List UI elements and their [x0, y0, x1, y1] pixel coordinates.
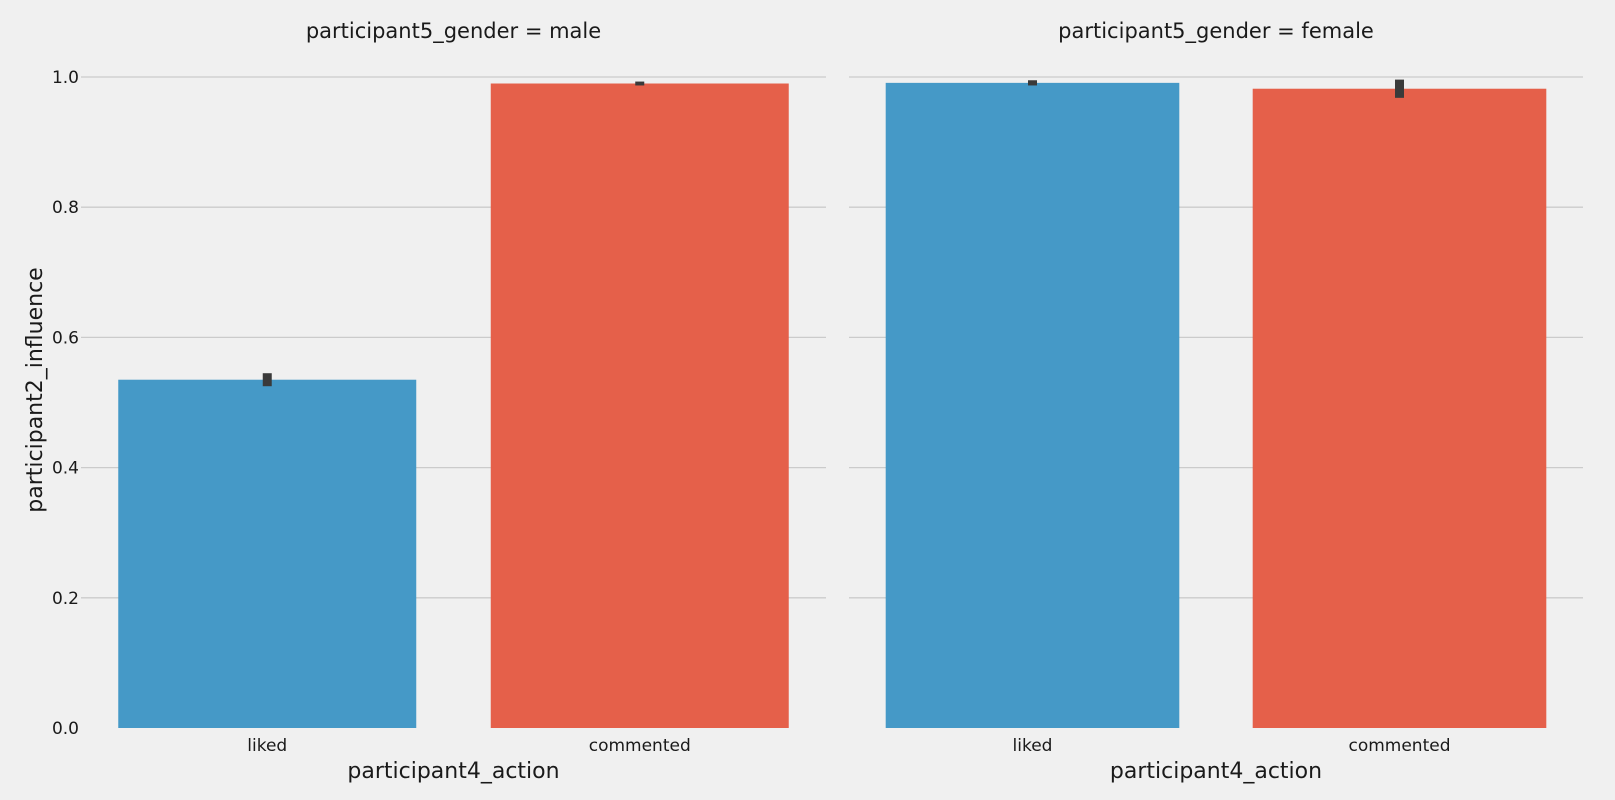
y-tick-label: 0.6	[52, 328, 79, 348]
facet-title: participant5_gender = female	[1058, 19, 1374, 44]
x-axis-label: participant4_action	[1110, 759, 1322, 784]
y-tick-label: 1.0	[52, 68, 79, 88]
x-tick-label: liked	[1013, 736, 1053, 756]
facet-title: participant5_gender = male	[306, 19, 601, 44]
y-tick-label: 0.4	[52, 459, 79, 479]
x-tick-label: liked	[247, 736, 287, 756]
y-tick-label: 0.8	[52, 198, 79, 218]
y-tick-label: 0.0	[52, 719, 79, 739]
x-tick-label: commented	[1348, 736, 1450, 756]
bar-commented	[1252, 88, 1547, 728]
y-tick-label: 0.2	[52, 589, 79, 609]
x-axis-label: participant4_action	[347, 759, 559, 784]
bar-liked	[885, 82, 1180, 728]
y-axis-label: participant2_influence	[23, 267, 48, 512]
bar-commented	[490, 83, 789, 728]
bar-liked	[118, 379, 417, 728]
x-tick-label: commented	[589, 736, 691, 756]
